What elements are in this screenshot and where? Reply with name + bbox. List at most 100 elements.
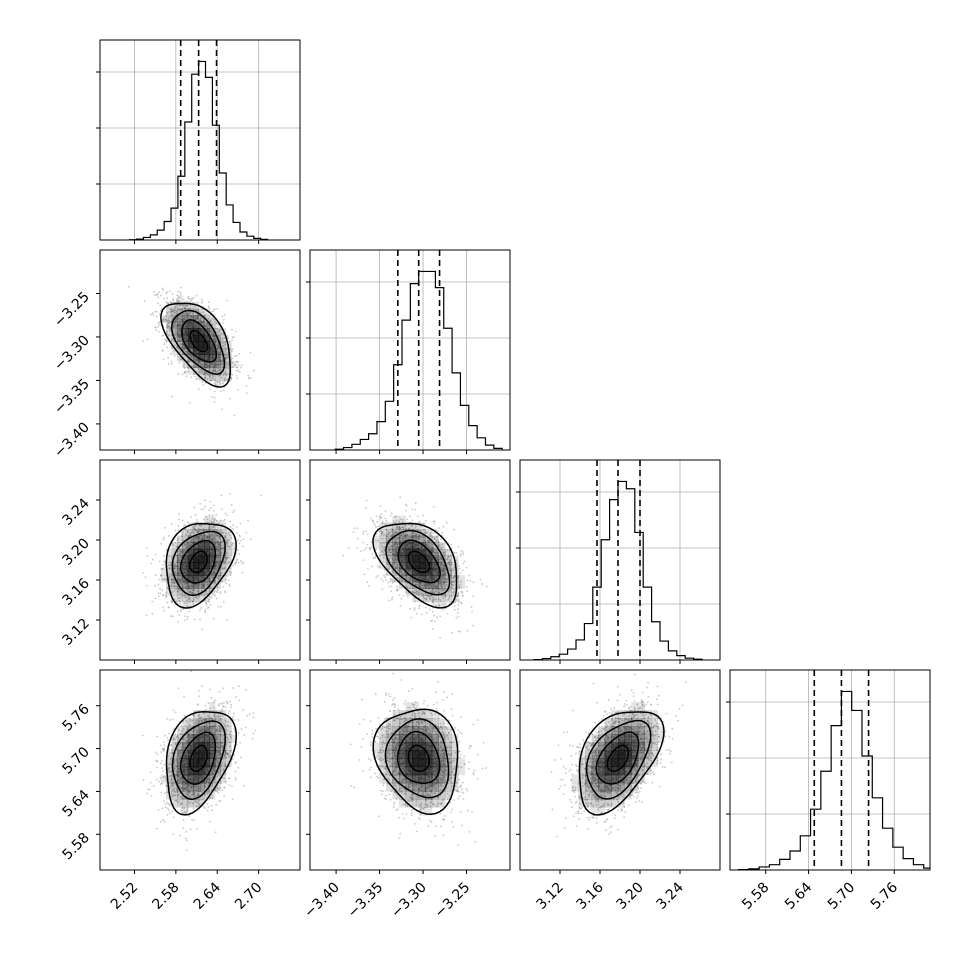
- scatter-point: [165, 330, 168, 333]
- scatter-point: [181, 539, 184, 542]
- scatter-point: [236, 377, 239, 380]
- scatter-point: [176, 294, 179, 297]
- density-cell: [176, 535, 183, 543]
- scatter-point: [175, 298, 178, 301]
- scatter-point: [223, 518, 226, 521]
- scatter-point: [154, 553, 157, 556]
- scatter-point: [197, 590, 200, 593]
- hist-bar: [199, 61, 206, 240]
- density-cell: [176, 595, 183, 603]
- scatter-point: [206, 366, 208, 368]
- scatter-point: [380, 578, 383, 581]
- scatter-point: [171, 338, 173, 341]
- density-cell: [198, 341, 205, 349]
- scatter-point: [215, 546, 217, 548]
- scatter-point: [200, 508, 203, 511]
- scatter-point: [195, 359, 198, 362]
- scatter-point: [167, 606, 170, 609]
- scatter-point: [190, 376, 193, 379]
- scatter-point: [168, 320, 171, 323]
- density-cell: [209, 354, 216, 362]
- scatter-point: [180, 531, 183, 533]
- scatter-point: [432, 586, 435, 589]
- scatter-point: [481, 583, 484, 585]
- scatter-point: [170, 321, 172, 324]
- scatter-point: [189, 597, 191, 600]
- density-cell: [187, 308, 194, 316]
- scatter-point: [431, 619, 434, 622]
- scatter-point: [159, 588, 161, 590]
- scatter-point: [200, 529, 203, 532]
- scatter-point: [215, 339, 218, 342]
- scatter-point: [457, 608, 460, 610]
- scatter-point: [395, 589, 398, 592]
- scatter-point: [222, 344, 225, 347]
- scatter-point: [230, 377, 233, 380]
- scatter-point: [219, 383, 222, 385]
- scatter-point: [216, 575, 218, 578]
- scatter-point: [163, 338, 166, 340]
- scatter-point: [247, 377, 250, 379]
- scatter-point: [348, 547, 350, 549]
- scatter-point: [232, 564, 235, 567]
- scatter-point: [228, 546, 231, 548]
- scatter-point: [214, 383, 217, 386]
- scatter-point: [216, 591, 219, 594]
- density-cell: [176, 555, 183, 563]
- scatter-point: [368, 584, 370, 587]
- density-cell: [225, 367, 232, 375]
- panel-1-1: [306, 249, 511, 454]
- scatter-point: [157, 583, 160, 586]
- density-cell: [176, 588, 183, 596]
- scatter-point: [186, 529, 189, 532]
- scatter-point: [370, 565, 373, 568]
- scatter-point: [466, 590, 468, 592]
- density-cell: [204, 581, 210, 589]
- density-cell: [214, 575, 221, 583]
- scatter-point: [162, 594, 165, 596]
- scatter-point: [231, 361, 234, 364]
- hist-bar: [394, 365, 402, 450]
- scatter-point: [206, 536, 209, 539]
- scatter-point: [214, 379, 216, 381]
- scatter-point: [203, 320, 206, 323]
- scatter-point: [201, 298, 203, 301]
- scatter-point: [204, 593, 207, 596]
- scatter-point: [197, 362, 200, 365]
- scatter-point: [152, 313, 155, 316]
- scatter-point: [179, 602, 182, 605]
- scatter-point: [191, 354, 193, 357]
- density-cell: [176, 295, 183, 303]
- scatter-point: [390, 585, 393, 588]
- scatter-point: [186, 366, 189, 369]
- scatter-point: [195, 536, 197, 539]
- scatter-point: [211, 363, 214, 365]
- scatter-point: [188, 595, 190, 597]
- scatter-point: [158, 313, 161, 316]
- density-cell: [198, 575, 205, 583]
- density-cell: [171, 548, 178, 556]
- scatter-point: [188, 367, 190, 370]
- scatter-point: [163, 609, 166, 612]
- scatter-point: [217, 555, 220, 558]
- scatter-point: [177, 373, 180, 375]
- scatter-point: [224, 358, 227, 360]
- scatter-point: [228, 340, 231, 343]
- density-cell: [193, 341, 200, 349]
- scatter-point: [449, 576, 452, 579]
- scatter-point: [182, 298, 185, 301]
- scatter-point: [226, 562, 229, 565]
- scatter-point: [210, 317, 213, 320]
- scatter-point: [470, 606, 473, 609]
- scatter-point: [402, 518, 404, 521]
- scatter-point: [240, 364, 243, 367]
- scatter-point: [260, 494, 262, 497]
- scatter-point: [153, 294, 156, 296]
- scatter-point: [226, 619, 228, 621]
- scatter-point: [228, 583, 231, 586]
- scatter-point: [157, 595, 160, 597]
- scatter-point: [242, 561, 245, 564]
- density-cell: [171, 562, 178, 570]
- scatter-point: [226, 552, 229, 555]
- scatter-point: [156, 302, 159, 305]
